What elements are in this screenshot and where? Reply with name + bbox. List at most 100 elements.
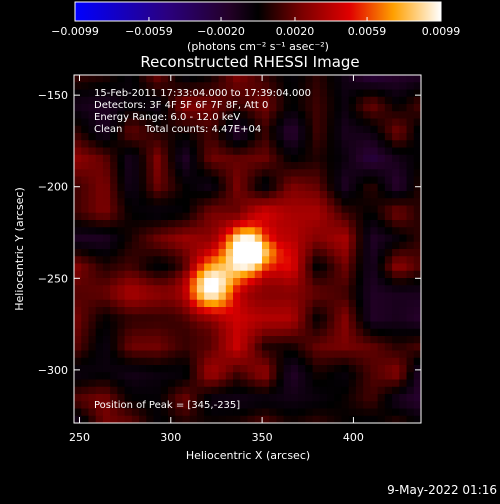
heatmap-cell (204, 183, 212, 192)
heatmap-cell (319, 234, 328, 243)
heatmap-cell (95, 278, 104, 286)
heatmap-cell (153, 379, 162, 388)
heatmap-cell (74, 176, 82, 185)
heatmap-cell (167, 321, 176, 330)
heatmap-cell (131, 227, 140, 236)
heatmap-cell (399, 307, 408, 315)
heatmap-cell (211, 299, 220, 308)
heatmap-cell (95, 169, 104, 178)
heatmap-cell (95, 263, 104, 272)
heatmap-cell (384, 111, 393, 120)
heatmap-cell (261, 198, 270, 207)
heatmap-cell (240, 285, 249, 294)
heatmap-cell (102, 386, 111, 395)
heatmap-cell (413, 154, 421, 163)
heatmap-cell (384, 263, 393, 272)
heatmap-cell (124, 191, 133, 199)
heatmap-cell (254, 147, 263, 156)
heatmap-cell (384, 307, 393, 315)
heatmap-cell (160, 140, 169, 149)
heatmap-cell (233, 183, 241, 192)
heatmap-cell (392, 343, 400, 352)
heatmap-cell (370, 75, 379, 83)
heatmap-cell (110, 96, 118, 105)
heatmap-cell (327, 176, 335, 185)
heatmap-cell (305, 82, 314, 91)
heatmap-cell (225, 176, 234, 185)
heatmap-cell (341, 278, 350, 286)
heatmap-cell (392, 205, 400, 214)
heatmap-cell (88, 394, 97, 402)
heatmap-cell (319, 357, 328, 366)
heatmap-cell (139, 133, 147, 141)
heatmap-cell (406, 321, 415, 330)
heatmap-cell (167, 169, 176, 178)
heatmap-cell (189, 125, 198, 134)
heatmap-cell (160, 249, 169, 257)
heatmap-cell (363, 220, 371, 228)
heatmap-cell (95, 321, 104, 330)
heatmap-cell (392, 415, 400, 423)
heatmap-cell (254, 372, 263, 381)
heatmap-cell (355, 169, 364, 178)
heatmap-cell (175, 379, 184, 388)
heatmap-cell (240, 89, 249, 98)
heatmap-cell (247, 386, 256, 395)
heatmap-cell (218, 220, 227, 228)
heatmap-cell (327, 191, 335, 199)
heatmap-cell (406, 292, 415, 301)
heatmap-cell (218, 82, 227, 91)
heatmap-cell (319, 343, 328, 352)
heatmap-cell (290, 386, 299, 395)
heatmap-cell (182, 263, 191, 272)
heatmap-cell (81, 234, 90, 243)
heatmap-cell (392, 328, 400, 337)
heatmap-cell (74, 350, 82, 359)
heatmap-cell (102, 365, 111, 373)
heatmap-cell (167, 256, 176, 265)
heatmap-cell (305, 394, 314, 402)
heatmap-cell (117, 96, 126, 105)
heatmap-cell (283, 343, 292, 352)
heatmap-cell (384, 365, 393, 373)
heatmap-cell (204, 394, 212, 402)
heatmap-cell (290, 292, 299, 301)
heatmap-cell (196, 227, 205, 236)
heatmap-cell (196, 241, 205, 250)
heatmap-cell (355, 111, 364, 120)
heatmap-cell (225, 249, 234, 257)
heatmap-cell (392, 379, 400, 388)
heatmap-cell (139, 75, 147, 83)
heatmap-cell (102, 336, 111, 344)
heatmap-cell (334, 89, 343, 98)
heatmap-cell (240, 379, 249, 388)
heatmap-cell (327, 415, 335, 423)
heatmap-cell (247, 118, 256, 127)
heatmap-cell (146, 321, 155, 330)
heatmap-cell (110, 154, 118, 163)
heatmap-cell (196, 372, 205, 381)
heatmap-cell (102, 191, 111, 199)
heatmap-cell (392, 292, 400, 301)
heatmap-cell (95, 307, 104, 315)
heatmap-cell (74, 336, 82, 344)
heatmap-cell (196, 140, 205, 149)
heatmap-cell (269, 212, 278, 221)
heatmap-cell (370, 212, 379, 221)
x-tick-label: 300 (160, 431, 181, 444)
heatmap-cell (225, 133, 234, 141)
footer-date: 9-May-2022 01:16 (387, 483, 497, 497)
heatmap-cell (247, 278, 256, 286)
heatmap-cell (131, 372, 140, 381)
heatmap-cell (341, 162, 350, 170)
heatmap-cell (269, 299, 278, 308)
heatmap-cell (131, 256, 140, 265)
heatmap-cell (88, 125, 97, 134)
heatmap-cell (204, 212, 212, 221)
heatmap-cell (305, 249, 314, 257)
heatmap-cell (153, 328, 162, 337)
heatmap-cell (74, 111, 82, 120)
heatmap-cell (189, 401, 198, 410)
heatmap-cell (117, 249, 126, 257)
heatmap-cell (167, 118, 176, 127)
